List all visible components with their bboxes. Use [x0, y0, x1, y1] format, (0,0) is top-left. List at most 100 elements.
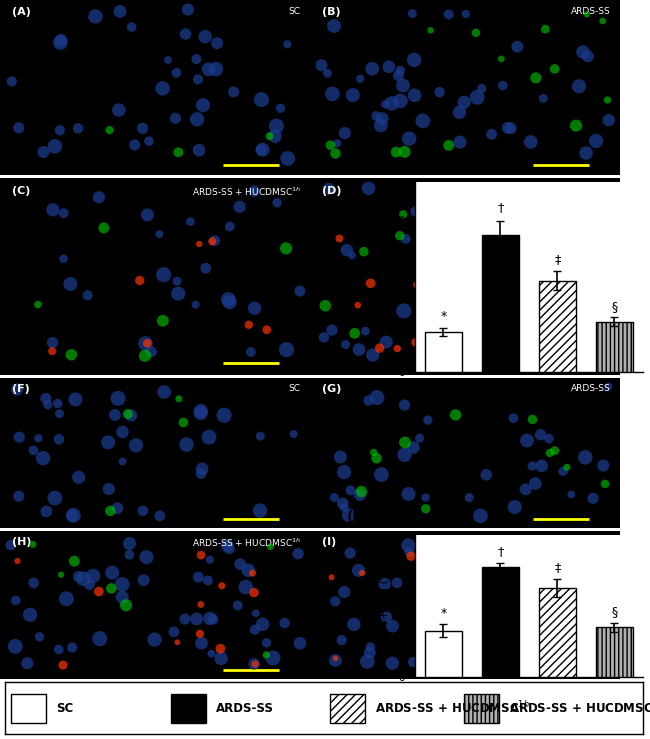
- Point: [599, 562, 610, 574]
- Point: [359, 245, 369, 257]
- Point: [348, 89, 358, 101]
- Point: [224, 543, 235, 555]
- Point: [518, 350, 528, 362]
- Point: [157, 83, 168, 95]
- Point: [603, 381, 614, 392]
- Point: [228, 86, 239, 98]
- Text: (J): (J): [346, 510, 365, 524]
- Point: [601, 197, 612, 209]
- Point: [178, 417, 188, 429]
- Point: [28, 539, 38, 551]
- Point: [55, 124, 65, 136]
- Point: [124, 537, 135, 549]
- Point: [256, 94, 266, 106]
- Point: [381, 611, 391, 623]
- Point: [549, 63, 560, 75]
- Point: [549, 445, 560, 457]
- Point: [196, 637, 207, 649]
- Point: [105, 505, 116, 517]
- Point: [536, 460, 547, 471]
- Point: [387, 620, 398, 632]
- Point: [391, 146, 402, 158]
- Point: [135, 275, 145, 287]
- Point: [12, 384, 22, 395]
- Point: [430, 254, 440, 266]
- Point: [32, 299, 43, 310]
- Point: [83, 290, 93, 302]
- Text: †: †: [497, 545, 504, 558]
- Point: [586, 330, 596, 341]
- Point: [196, 599, 206, 610]
- Point: [55, 37, 66, 49]
- Point: [47, 204, 58, 216]
- Point: [318, 331, 329, 343]
- Point: [41, 392, 51, 404]
- Point: [73, 571, 84, 582]
- Point: [478, 599, 489, 610]
- Point: [412, 279, 423, 290]
- Point: [255, 505, 265, 517]
- Point: [330, 653, 341, 664]
- Point: [99, 222, 109, 234]
- Point: [470, 633, 480, 644]
- Point: [443, 8, 454, 20]
- Text: SC: SC: [56, 702, 73, 715]
- Point: [363, 183, 374, 194]
- Point: [395, 230, 405, 242]
- Point: [56, 34, 66, 46]
- Point: [140, 338, 151, 350]
- Point: [78, 573, 88, 585]
- Text: (B): (B): [322, 7, 341, 17]
- Point: [261, 649, 272, 661]
- Point: [197, 463, 207, 475]
- Point: [514, 246, 524, 258]
- Point: [192, 113, 202, 125]
- Point: [339, 502, 350, 514]
- Point: [540, 230, 550, 242]
- Point: [582, 8, 592, 20]
- Point: [251, 607, 261, 619]
- Point: [598, 460, 608, 471]
- Point: [519, 308, 530, 320]
- Text: (F): (F): [12, 384, 30, 394]
- Point: [14, 122, 24, 134]
- Point: [471, 256, 481, 268]
- Point: [374, 342, 385, 354]
- Point: [512, 41, 523, 52]
- Point: [502, 122, 513, 134]
- Point: [281, 242, 291, 254]
- Point: [538, 92, 549, 104]
- Point: [355, 489, 365, 501]
- Point: [469, 541, 479, 553]
- Point: [117, 591, 127, 603]
- Point: [474, 219, 484, 231]
- Point: [510, 236, 521, 248]
- Point: [339, 466, 349, 478]
- Point: [53, 398, 63, 409]
- Point: [560, 242, 570, 254]
- Point: [203, 64, 214, 75]
- Point: [257, 144, 268, 156]
- Point: [215, 643, 226, 655]
- Point: [235, 201, 245, 213]
- Point: [173, 146, 183, 158]
- Point: [265, 541, 276, 553]
- Point: [410, 205, 421, 217]
- Point: [530, 477, 541, 489]
- Point: [67, 641, 77, 653]
- Point: [43, 399, 53, 411]
- Point: [475, 565, 486, 576]
- Bar: [596, 322, 633, 372]
- Point: [399, 449, 410, 460]
- Point: [233, 599, 243, 611]
- Point: [271, 120, 281, 132]
- Point: [159, 386, 170, 398]
- Bar: [482, 567, 519, 677]
- Point: [387, 658, 397, 670]
- Point: [506, 633, 516, 645]
- Point: [67, 510, 77, 522]
- Point: [360, 325, 370, 337]
- Point: [224, 296, 235, 308]
- Point: [173, 287, 183, 299]
- Point: [582, 50, 593, 62]
